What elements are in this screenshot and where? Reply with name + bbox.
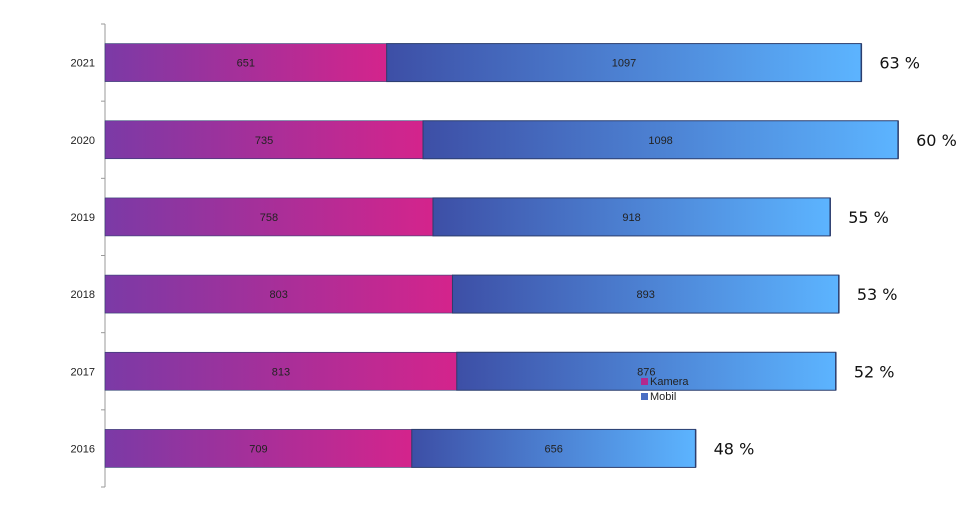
bar-mobil [411,428,697,468]
percentage-annotation: 60 % [916,131,957,150]
data-label: 758 [260,212,278,224]
y-axis: 2021 2020 2019 2018 2017 2016 [71,23,106,488]
percentage-annotation: 63 % [879,54,920,73]
data-label: 656 [545,443,563,455]
legend-label-mobil: Mobil [650,390,677,403]
category-label: 2016 [71,443,95,455]
bars: 651 1097 63 % 735 1098 60 % 758 918 55 % 803 893 53… [104,43,957,468]
data-label: 651 [237,58,255,70]
data-label: 813 [272,366,290,378]
bar-kamera [104,120,424,160]
category-label: 2020 [71,135,95,147]
category-label: 2018 [71,289,95,301]
legend-item-kamera: Kamera [641,374,689,389]
data-label: 735 [255,135,273,147]
legend-swatch-kamera [641,378,648,385]
legend-label-kamera: Kamera [650,375,689,388]
data-label: 803 [270,289,288,301]
data-label: 918 [622,212,640,224]
bar-kamera [104,274,453,314]
bar-mobil [432,197,831,237]
percentage-annotation: 52 % [854,362,895,381]
data-label: 893 [636,289,654,301]
data-label: 1097 [612,58,636,70]
bar-kamera [104,351,458,391]
percentage-annotation: 53 % [857,285,898,304]
bar-kamera [104,43,387,82]
data-label: 709 [249,443,267,455]
category-label: 2021 [71,58,95,70]
legend: Kamera Mobil [641,374,689,404]
data-label: 876 [637,366,655,378]
category-label: 2017 [71,366,95,378]
bar-mobil [386,43,862,83]
legend-swatch-mobil [641,393,648,400]
percentage-annotation: 55 % [848,208,889,227]
category-label: 2019 [71,212,95,224]
bar-mobil [422,120,899,160]
percentage-annotation: 48 % [714,439,755,458]
legend-item-mobil: Mobil [641,389,689,404]
bar-kamera [104,429,413,468]
data-label: 1098 [648,135,672,147]
bar-kamera [104,197,434,237]
